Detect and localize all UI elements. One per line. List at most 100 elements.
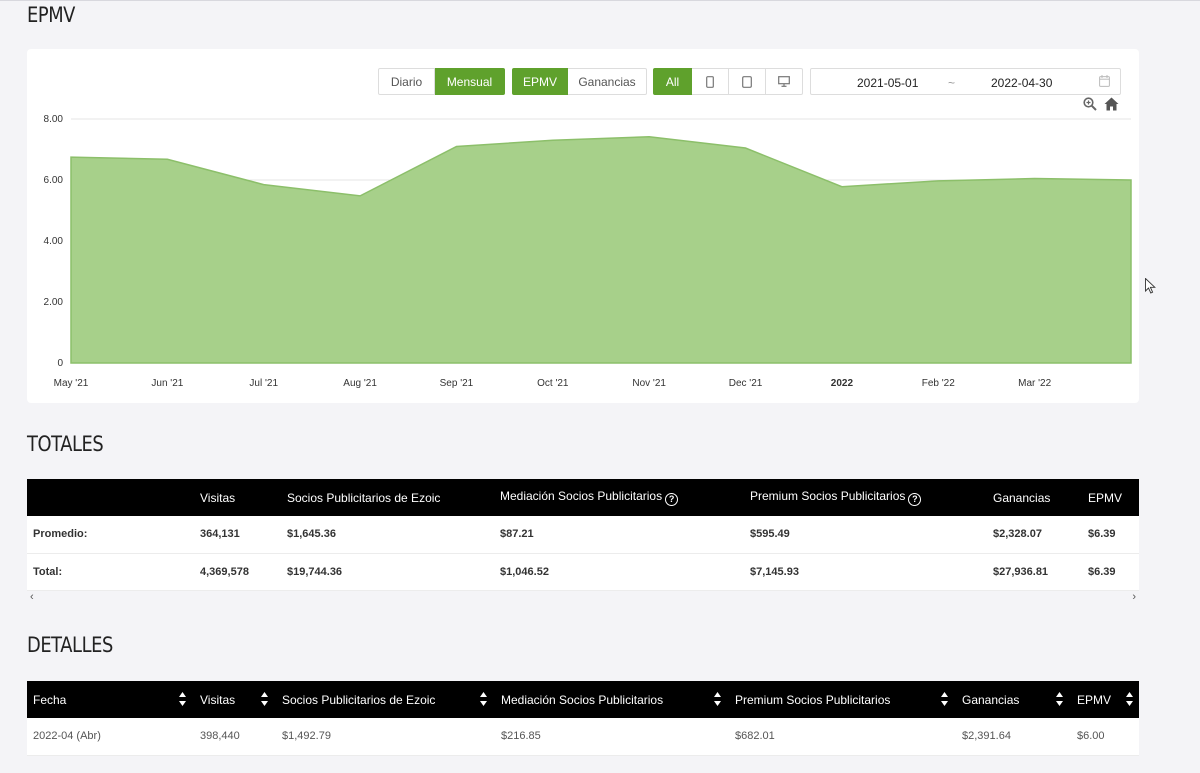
x-tick-label: Jul '21 <box>249 378 278 389</box>
metric-epmv-button[interactable]: EPMV <box>512 68 568 95</box>
y-tick-label: 4.00 <box>44 236 64 247</box>
detalles-header-epmv[interactable]: EPMV <box>1071 681 1139 718</box>
table-row: Total: 4,369,578 $19,744.36 $1,046.52 $7… <box>27 553 1139 591</box>
table-row: 2022-04 (Abr) 398,440 $1,492.79 $216.85 … <box>27 718 1139 756</box>
y-tick-label: 6.00 <box>44 175 64 186</box>
table-cell: $6.39 <box>1082 516 1139 554</box>
x-tick-label: Dec '21 <box>729 378 763 389</box>
totales-header-ezoic: Socios Publicitarios de Ezoic <box>281 479 494 516</box>
x-tick-label: Jun '21 <box>151 378 183 389</box>
sort-icon[interactable] <box>1056 692 1063 706</box>
table-cell: Total: <box>27 553 194 591</box>
date-range-separator: ~ <box>948 76 956 90</box>
device-toggle: All <box>653 68 803 95</box>
y-tick-label: 8.00 <box>44 114 64 125</box>
detalles-header-mediacion[interactable]: Mediación Socios Publicitarios <box>495 681 729 718</box>
table-cell: $1,492.79 <box>276 718 495 756</box>
table-cell: $6.00 <box>1071 718 1139 756</box>
table-cell: 398,440 <box>194 718 276 756</box>
device-all-button[interactable]: All <box>653 68 692 95</box>
calendar-icon[interactable] <box>1099 75 1110 87</box>
detalles-header-premium[interactable]: Premium Socios Publicitarios <box>729 681 956 718</box>
detalles-header-visitas[interactable]: Visitas <box>194 681 276 718</box>
table-cell: 2022-04 (Abr) <box>27 718 194 756</box>
table-cell: $87.21 <box>494 516 744 554</box>
tablet-icon <box>706 75 714 88</box>
epmv-area-chart: 8.00 6.00 4.00 2.00 0 May '21 Jun '21 Jul '21 A… <box>44 114 1132 389</box>
help-icon[interactable]: ? <box>665 492 679 506</box>
x-tick-label: Aug '21 <box>343 378 377 389</box>
help-icon[interactable]: ? <box>908 492 922 506</box>
table-row: Promedio: 364,131 $1,645.36 $87.21 $595.… <box>27 516 1139 554</box>
sort-icon[interactable] <box>261 692 268 706</box>
mouse-cursor-icon <box>1145 278 1156 294</box>
table-cell: $7,145.93 <box>744 553 987 591</box>
x-tick-label: Sep '21 <box>440 378 474 389</box>
period-diario-button[interactable]: Diario <box>378 68 435 95</box>
epmv-section-title: EPMV <box>27 3 75 27</box>
totales-section-title: TOTALES <box>27 432 104 456</box>
detalles-header-premium-label: Premium Socios Publicitarios <box>735 692 891 707</box>
table-cell: 364,131 <box>194 516 281 554</box>
detalles-header-epmv-label: EPMV <box>1077 692 1112 707</box>
totales-header-mediacion: Mediación Socios Publicitarios? <box>494 479 744 516</box>
table-cell: $595.49 <box>744 516 987 554</box>
table-cell: $19,744.36 <box>281 553 494 591</box>
totales-header-label <box>27 479 194 516</box>
table-cell: $1,046.52 <box>494 553 744 591</box>
table-cell: $2,328.07 <box>987 516 1082 554</box>
sort-icon[interactable] <box>480 692 487 706</box>
sort-icon[interactable] <box>714 692 721 706</box>
y-tick-label: 2.00 <box>44 297 64 308</box>
detalles-header-ganancias[interactable]: Ganancias <box>956 681 1071 718</box>
period-mensual-button[interactable]: Mensual <box>435 68 505 95</box>
table-cell: $682.01 <box>729 718 956 756</box>
detalles-table-container: Fecha Visitas Socios Publicitarios de Ez… <box>27 681 1139 756</box>
scroll-left-icon[interactable]: ‹ <box>30 591 34 603</box>
metric-ganancias-button[interactable]: Ganancias <box>568 68 647 95</box>
date-range-picker[interactable]: 2021-05-01 ~ 2022-04-30 <box>810 68 1121 95</box>
totales-header-premium-label: Premium Socios Publicitarios <box>750 489 906 504</box>
detalles-header-ganancias-label: Ganancias <box>962 692 1020 707</box>
table-cell: $1,645.36 <box>281 516 494 554</box>
epmv-chart-card: Diario Mensual EPMV Ganancias All 2021-0… <box>27 49 1139 403</box>
x-tick-label: Nov '21 <box>632 378 666 389</box>
zoom-icon[interactable] <box>1083 97 1097 111</box>
metric-toggle: EPMV Ganancias <box>512 68 647 95</box>
x-tick-label: 2022 <box>831 378 854 389</box>
detalles-header-mediacion-label: Mediación Socios Publicitarios <box>501 692 664 707</box>
totales-header-ganancias: Ganancias <box>987 479 1082 516</box>
table-cell: Promedio: <box>27 516 194 554</box>
totales-header-epmv: EPMV <box>1082 479 1139 516</box>
table-cell: $216.85 <box>495 718 729 756</box>
device-desktop-button[interactable] <box>766 68 803 95</box>
totales-header-premium: Premium Socios Publicitarios? <box>744 479 987 516</box>
epmv-area-series <box>70 135 1132 364</box>
totales-header-mediacion-label: Mediación Socios Publicitarios <box>500 489 663 504</box>
sort-icon[interactable] <box>941 692 948 706</box>
x-tick-label: May '21 <box>54 378 89 389</box>
sort-icon[interactable] <box>179 692 186 706</box>
y-tick-label: 0 <box>57 358 63 369</box>
date-end-input[interactable]: 2022-04-30 <box>991 76 1053 90</box>
device-mobile-button[interactable] <box>729 68 766 95</box>
x-tick-label: Feb '22 <box>922 378 955 389</box>
scroll-right-icon[interactable]: › <box>1132 591 1136 603</box>
detalles-header-fecha[interactable]: Fecha <box>27 681 194 718</box>
table-cell: 4,369,578 <box>194 553 281 591</box>
detalles-header-row: Fecha Visitas Socios Publicitarios de Ez… <box>27 681 1139 718</box>
totales-header-visitas: Visitas <box>194 479 281 516</box>
desktop-icon <box>778 76 790 87</box>
mobile-icon <box>742 75 752 88</box>
sort-icon[interactable] <box>1126 692 1133 706</box>
detalles-header-fecha-label: Fecha <box>33 692 67 707</box>
detalles-header-ezoic[interactable]: Socios Publicitarios de Ezoic <box>276 681 495 718</box>
totales-table-container: Visitas Socios Publicitarios de Ezoic Me… <box>27 479 1139 591</box>
device-tablet-button[interactable] <box>692 68 729 95</box>
date-start-input[interactable]: 2021-05-01 <box>857 76 919 90</box>
home-icon[interactable] <box>1104 97 1119 111</box>
totales-horizontal-scrollbar[interactable]: ‹ › <box>27 591 1139 605</box>
table-cell: $27,936.81 <box>987 553 1082 591</box>
totales-table: Visitas Socios Publicitarios de Ezoic Me… <box>27 479 1139 591</box>
detalles-header-ezoic-label: Socios Publicitarios de Ezoic <box>282 692 436 707</box>
